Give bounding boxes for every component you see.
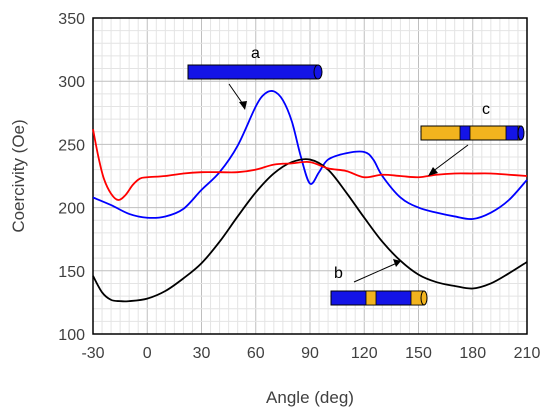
annotation-a-label: a xyxy=(251,45,260,62)
annotation-a: a xyxy=(187,45,323,110)
series-line-1 xyxy=(92,90,528,220)
x-tick-label: 150 xyxy=(405,345,432,362)
nanowire-a-end xyxy=(313,64,323,80)
chart-series xyxy=(92,90,528,303)
y-axis-label: Coercivity (Oe) xyxy=(9,119,28,232)
annotation-b: b xyxy=(330,259,428,306)
nanowire-c-band-1 xyxy=(459,125,471,141)
y-tick-label: 200 xyxy=(58,201,85,218)
nanowire-c-band-2 xyxy=(505,125,519,141)
x-tick-label: 90 xyxy=(301,345,319,362)
annotation-a-arrowhead xyxy=(239,101,247,110)
y-tick-label: 350 xyxy=(58,11,85,28)
series-line-2 xyxy=(92,158,528,303)
nanowire-b-end xyxy=(420,290,428,306)
series-line-3 xyxy=(92,129,528,201)
nanowire-c-end xyxy=(517,125,525,141)
annotation-b-arrow xyxy=(353,262,398,283)
x-tick-label: 120 xyxy=(351,345,378,362)
y-tick-label: 250 xyxy=(58,137,85,154)
x-tick-label: 30 xyxy=(193,345,211,362)
x-tick-label: 210 xyxy=(514,345,541,362)
annotation-b-arrowhead xyxy=(393,259,401,267)
x-axis-label: Angle (deg) xyxy=(266,388,354,407)
nanowire-b-band-1 xyxy=(365,290,377,306)
annotation-c-arrowhead xyxy=(428,167,438,176)
x-tick-label: 180 xyxy=(459,345,486,362)
annotation-c-label: c xyxy=(482,101,490,118)
y-axis-ticks: 100 150 200 250 300 350 xyxy=(58,11,85,344)
y-tick-label: 300 xyxy=(58,74,85,91)
annotation-c: c xyxy=(420,101,525,176)
y-tick-label: 100 xyxy=(58,327,85,344)
x-tick-label: 0 xyxy=(143,345,152,362)
x-axis-ticks: -30 0 30 60 90 120 150 180 210 xyxy=(81,345,540,362)
nanowire-a-body xyxy=(187,64,319,80)
nanowire-b-body xyxy=(330,290,424,306)
annotation-c-arrow xyxy=(431,144,469,173)
x-tick-label: -30 xyxy=(81,345,104,362)
x-tick-label: 60 xyxy=(247,345,265,362)
annotation-b-label: b xyxy=(334,265,343,282)
y-tick-label: 150 xyxy=(58,264,85,281)
